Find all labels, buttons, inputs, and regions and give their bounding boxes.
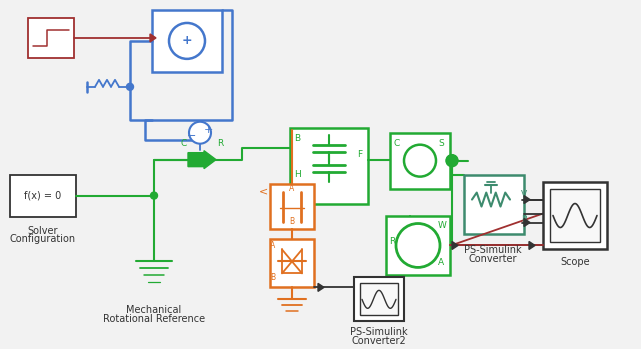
Text: Solver: Solver [28, 225, 58, 236]
Bar [152, 10, 222, 72]
Text: A: A [438, 258, 444, 267]
Circle shape [447, 155, 458, 166]
Text: P: P [521, 215, 526, 224]
Circle shape [396, 223, 440, 267]
Circle shape [151, 192, 158, 199]
Text: R: R [389, 237, 395, 246]
Text: S: S [438, 139, 444, 148]
Text: B: B [294, 134, 300, 143]
Text: f(x) = 0: f(x) = 0 [24, 191, 62, 201]
Circle shape [404, 145, 436, 177]
Text: +: + [181, 35, 192, 47]
Bar [270, 184, 314, 230]
Text: Converter2: Converter2 [352, 336, 406, 346]
Bar [28, 18, 74, 58]
Polygon shape [452, 242, 458, 250]
Bar [386, 216, 450, 275]
Text: V: V [521, 190, 527, 199]
FancyArrow shape [188, 151, 216, 169]
Text: Configuration: Configuration [10, 235, 76, 245]
Circle shape [126, 83, 133, 90]
Polygon shape [529, 242, 535, 250]
Text: R: R [217, 139, 223, 148]
Polygon shape [524, 195, 530, 203]
Text: +: + [203, 125, 213, 135]
Text: Scope: Scope [560, 258, 590, 267]
Text: F: F [357, 150, 362, 159]
Text: C: C [181, 139, 187, 148]
Bar [290, 128, 368, 203]
Bar [270, 239, 314, 287]
Polygon shape [318, 283, 324, 291]
Text: PS-Simulink: PS-Simulink [350, 327, 408, 337]
Bar [543, 181, 607, 250]
Polygon shape [150, 34, 156, 42]
Text: Rotational Reference: Rotational Reference [103, 314, 205, 324]
Text: B: B [270, 273, 275, 282]
Bar [390, 133, 450, 188]
Bar [354, 277, 404, 321]
Text: Converter: Converter [469, 254, 517, 265]
Text: <: < [259, 187, 268, 196]
Text: PS-Simulink: PS-Simulink [464, 245, 522, 255]
Polygon shape [524, 218, 530, 227]
Circle shape [169, 23, 205, 59]
Bar [360, 283, 398, 315]
Text: A: A [270, 242, 275, 251]
Circle shape [446, 155, 458, 166]
Text: −: − [187, 131, 197, 141]
Text: B: B [290, 216, 295, 225]
Circle shape [189, 122, 211, 144]
Bar [550, 188, 600, 243]
Text: W: W [438, 221, 447, 230]
Text: H: H [294, 170, 301, 179]
Bar [464, 174, 524, 235]
Bar [10, 174, 76, 216]
Text: C: C [394, 139, 400, 148]
Text: A: A [289, 184, 295, 193]
Text: Mechanical: Mechanical [126, 305, 181, 315]
